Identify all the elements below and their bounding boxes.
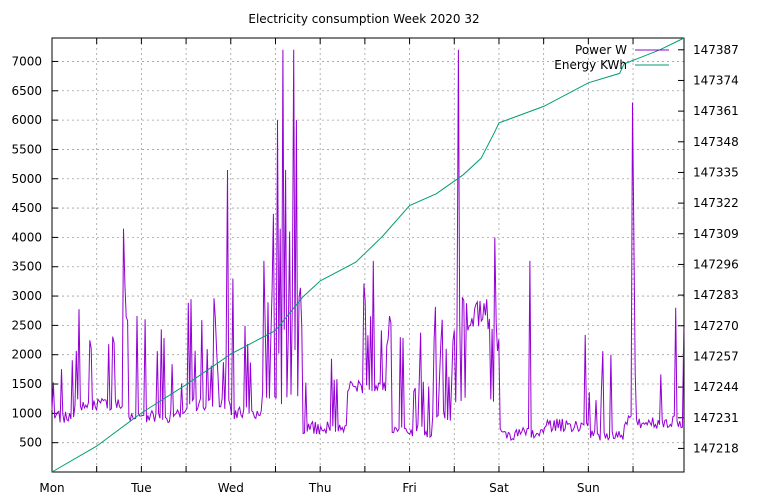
y-tick-label-left: 5500 bbox=[11, 142, 42, 156]
y-tick-label-left: 3500 bbox=[11, 260, 42, 274]
x-tick-label: Fri bbox=[402, 481, 416, 495]
power-series-line bbox=[51, 49, 685, 442]
x-tick-label: Sat bbox=[489, 481, 509, 495]
y-tick-label-left: 2500 bbox=[11, 318, 42, 332]
y-tick-label-right: 147387 bbox=[693, 43, 739, 57]
y-tick-label-right: 147322 bbox=[693, 196, 739, 210]
y-tick-label-left: 1000 bbox=[11, 406, 42, 420]
y-tick-label-left: 4500 bbox=[11, 201, 42, 215]
series bbox=[51, 37, 685, 473]
x-tick-label: Sun bbox=[577, 481, 600, 495]
energy-series-line bbox=[51, 37, 685, 473]
x-tick-label: Thu bbox=[308, 481, 332, 495]
y-tick-label-right: 147374 bbox=[693, 73, 739, 87]
y-tick-label-right: 147257 bbox=[693, 349, 739, 363]
x-tick-label: Tue bbox=[130, 481, 152, 495]
y-tick-label-right: 147231 bbox=[693, 411, 739, 425]
y-tick-label-left: 500 bbox=[19, 436, 42, 450]
y-tick-label-left: 6500 bbox=[11, 84, 42, 98]
y-tick-label-left: 4000 bbox=[11, 230, 42, 244]
x-tick-label: Mon bbox=[39, 481, 64, 495]
y-tick-label-right: 147296 bbox=[693, 257, 739, 271]
y-tick-label-right: 147335 bbox=[693, 165, 739, 179]
plot-frame bbox=[51, 37, 685, 473]
grid-lines bbox=[52, 38, 684, 472]
y-tick-label-left: 1500 bbox=[11, 377, 42, 391]
y-tick-label-right: 147283 bbox=[693, 288, 739, 302]
y-tick-label-left: 6000 bbox=[11, 113, 42, 127]
legend-label: Power W bbox=[575, 43, 627, 57]
y-tick-label-right: 147218 bbox=[693, 441, 739, 455]
legend-label: Energy KWh bbox=[554, 58, 627, 72]
y-tick-label-left: 5000 bbox=[11, 172, 42, 186]
y-tick-label-right: 147361 bbox=[693, 104, 739, 118]
y-tick-label-right: 147270 bbox=[693, 319, 739, 333]
y-tick-label-right: 147309 bbox=[693, 227, 739, 241]
y-tick-label-right: 147348 bbox=[693, 135, 739, 149]
x-tick-label: Wed bbox=[218, 481, 244, 495]
y-tick-label-left: 2000 bbox=[11, 348, 42, 362]
y-tick-label-left: 3000 bbox=[11, 289, 42, 303]
y-tick-label-right: 147244 bbox=[693, 380, 739, 394]
axes: 500 1000 1500 2000 2500 3000 3500 4000 4500 5000 5… bbox=[11, 37, 739, 495]
chart-title: Electricity consumption Week 2020 32 bbox=[248, 12, 479, 26]
y-tick-label-left: 7000 bbox=[11, 54, 42, 68]
